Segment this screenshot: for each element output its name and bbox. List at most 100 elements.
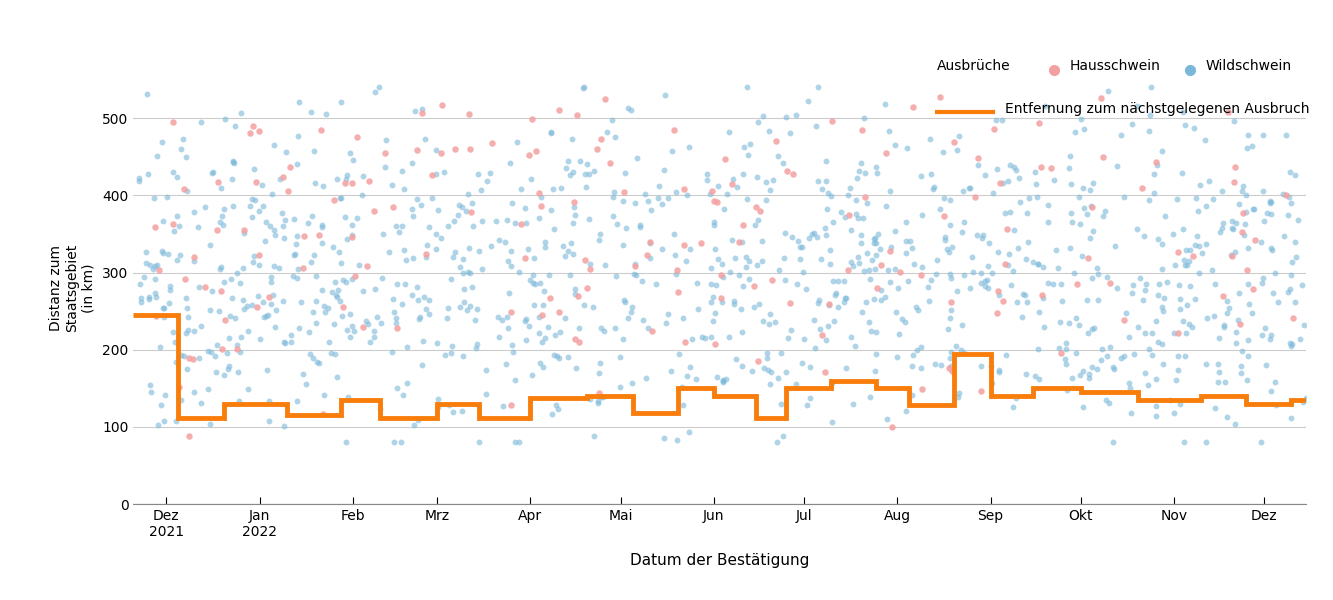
- Point: [781, 326, 802, 335]
- Point: [940, 273, 961, 283]
- Point: [1242, 204, 1264, 214]
- Point: [555, 313, 576, 323]
- Point: [1000, 207, 1021, 217]
- Point: [576, 283, 597, 293]
- Point: [141, 387, 163, 397]
- Point: [1288, 215, 1309, 225]
- Point: [228, 396, 249, 406]
- Point: [285, 239, 307, 249]
- Point: [1084, 323, 1105, 333]
- Point: [412, 104, 433, 113]
- Point: [865, 163, 886, 172]
- Point: [1168, 248, 1189, 257]
- Point: [173, 184, 195, 193]
- Point: [240, 128, 261, 138]
- Point: [1213, 291, 1234, 301]
- Point: [1029, 118, 1050, 128]
- Point: [233, 229, 255, 238]
- Point: [1029, 307, 1050, 316]
- Point: [541, 410, 563, 419]
- Point: [808, 176, 829, 185]
- Point: [191, 321, 212, 331]
- Point: [1236, 190, 1257, 199]
- Point: [1204, 279, 1225, 289]
- Point: [428, 403, 449, 412]
- Point: [1168, 328, 1189, 338]
- Point: [312, 223, 333, 232]
- Point: [357, 319, 379, 329]
- Point: [706, 197, 728, 206]
- Point: [818, 301, 840, 310]
- Point: [1184, 123, 1205, 133]
- Point: [385, 221, 407, 231]
- Point: [1177, 300, 1198, 310]
- Point: [941, 242, 962, 252]
- Point: [896, 236, 917, 246]
- Point: [347, 132, 368, 142]
- Point: [336, 235, 357, 244]
- Point: [187, 222, 208, 232]
- Point: [850, 230, 872, 240]
- Point: [372, 229, 393, 238]
- Point: [431, 148, 452, 157]
- Point: [332, 311, 353, 321]
- Point: [564, 284, 585, 293]
- Point: [148, 421, 169, 430]
- Point: [207, 225, 228, 235]
- Point: [948, 389, 969, 398]
- Point: [864, 238, 885, 248]
- Point: [910, 364, 932, 373]
- Point: [666, 265, 688, 275]
- Point: [1166, 194, 1188, 204]
- Point: [1252, 187, 1273, 196]
- Point: [431, 233, 452, 242]
- Point: [497, 215, 519, 225]
- Point: [1178, 256, 1200, 266]
- Point: [471, 217, 492, 226]
- Point: [712, 377, 733, 386]
- Point: [1116, 308, 1137, 318]
- Point: [579, 169, 600, 179]
- Point: [431, 101, 452, 110]
- Point: [292, 263, 313, 273]
- Point: [874, 293, 896, 302]
- Point: [544, 330, 565, 340]
- Point: [315, 307, 336, 317]
- Point: [200, 419, 221, 429]
- Point: [1221, 250, 1242, 260]
- Point: [476, 365, 497, 374]
- Point: [468, 437, 489, 447]
- Point: [1134, 286, 1156, 295]
- Point: [175, 274, 196, 284]
- Point: [940, 361, 961, 371]
- Point: [1208, 367, 1229, 376]
- Point: [1213, 218, 1234, 228]
- Point: [1232, 227, 1253, 236]
- Point: [243, 121, 264, 130]
- Point: [165, 357, 187, 367]
- Point: [440, 274, 461, 284]
- Point: [248, 206, 269, 216]
- Point: [844, 341, 865, 350]
- Point: [857, 198, 878, 208]
- Point: [1226, 316, 1248, 325]
- Point: [1238, 299, 1260, 309]
- Point: [1102, 437, 1124, 447]
- Point: [548, 404, 569, 414]
- Point: [1164, 260, 1185, 269]
- Point: [308, 230, 329, 239]
- Point: [989, 178, 1010, 188]
- Text: Ausbrüche: Ausbrüche: [937, 59, 1010, 73]
- Point: [149, 400, 171, 410]
- Point: [655, 90, 676, 100]
- Point: [1110, 130, 1132, 140]
- Point: [145, 311, 167, 321]
- Point: [736, 83, 757, 92]
- Point: [212, 220, 233, 230]
- Point: [255, 236, 276, 245]
- Point: [563, 197, 584, 206]
- Point: [981, 379, 1002, 388]
- Point: [249, 334, 271, 344]
- Point: [774, 228, 796, 238]
- Point: [1261, 243, 1282, 253]
